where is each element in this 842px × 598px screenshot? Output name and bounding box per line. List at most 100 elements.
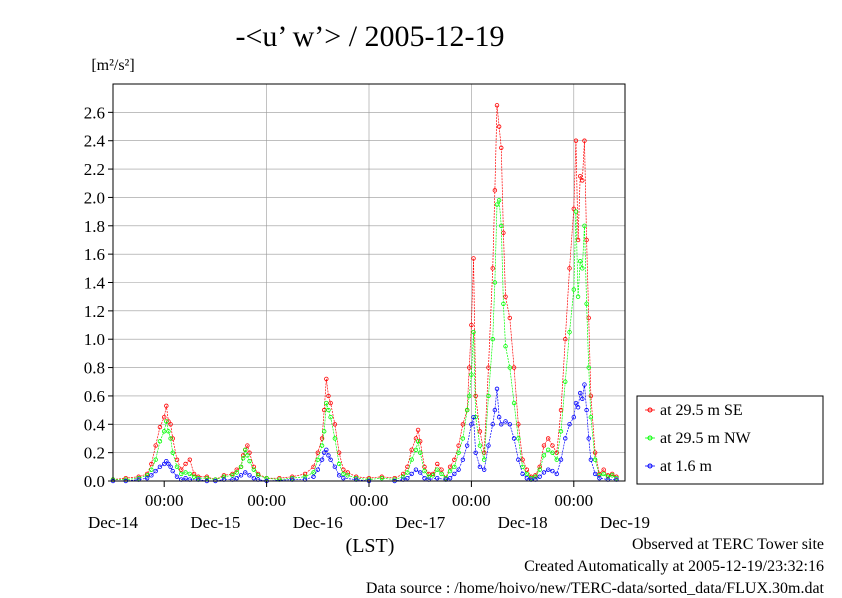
data-point: [409, 457, 414, 462]
footer-source: Data source : /home/hoivo/new/TERC-data/…: [365, 580, 824, 597]
data-point: [264, 475, 269, 481]
data-point: [533, 474, 538, 479]
legend-label: at 29.5 m SE: [660, 402, 743, 419]
data-point: [415, 427, 421, 433]
data-point: [418, 470, 423, 475]
data-point: [586, 436, 591, 441]
data-point: [174, 464, 180, 470]
data-point: [326, 393, 331, 399]
data-point: [319, 457, 325, 462]
data-point: [586, 365, 591, 370]
day-label: Dec-18: [498, 513, 548, 532]
data-point: [332, 436, 338, 441]
data-point: [379, 475, 384, 481]
data-point: [245, 453, 250, 458]
data-point: [245, 443, 250, 448]
x-tick-label: 00:00: [452, 491, 491, 510]
data-point: [490, 422, 495, 427]
data-point: [467, 393, 472, 399]
data-point: [575, 237, 581, 243]
data-point: [422, 468, 427, 474]
data-point: [336, 473, 342, 478]
y-tick-label: 0.6: [84, 387, 105, 406]
data-point: [302, 471, 308, 477]
data-point: [447, 468, 453, 474]
data-point: [174, 457, 180, 462]
data-point: [426, 474, 431, 479]
data-point: [490, 266, 495, 271]
day-label: Dec-19: [600, 513, 650, 532]
data-point: [588, 393, 594, 399]
series-line: [112, 105, 617, 480]
data-point: [501, 301, 506, 306]
data-point: [464, 443, 470, 448]
data-point: [563, 379, 568, 384]
x-axis-ticks: 00:00 00:00 00:00 00:00 00:00 Dec-14 Dec-15 Dec…: [88, 481, 650, 532]
legend-box: [636, 395, 824, 485]
data-point: [251, 464, 256, 470]
data-point: [499, 145, 504, 151]
data-point: [221, 473, 227, 478]
data-point: [405, 470, 410, 475]
chart-title: -<u’ w’> / 2005-12-19: [235, 20, 504, 53]
data-point: [430, 473, 436, 478]
data-point: [405, 464, 410, 470]
data-point: [238, 464, 244, 470]
data-point: [571, 287, 576, 292]
data-point: [460, 436, 466, 441]
data-point: [563, 337, 568, 342]
data-point: [471, 256, 476, 261]
data-point: [379, 474, 384, 479]
data-point: [332, 464, 338, 470]
data-point: [161, 414, 167, 420]
data-point: [477, 443, 483, 448]
data-point: [582, 382, 587, 387]
data-point: [477, 429, 483, 434]
data-point: [157, 439, 163, 444]
data-point: [196, 474, 201, 479]
data-point: [511, 400, 517, 406]
data-point: [234, 475, 239, 481]
data-point: [601, 471, 606, 477]
data-point: [507, 315, 512, 321]
data-point: [435, 461, 440, 467]
data-point: [520, 457, 525, 462]
data-point: [234, 470, 239, 475]
data-point: [328, 414, 333, 420]
data-point: [520, 471, 525, 477]
data-point: [464, 407, 470, 413]
data-point: [153, 443, 158, 448]
data-point: [486, 393, 491, 399]
data-point: [524, 467, 530, 472]
data-point: [153, 468, 158, 474]
data-point: [575, 405, 581, 410]
data-point: [592, 450, 598, 455]
data-point: [614, 475, 619, 481]
data-point: [418, 439, 423, 444]
data-point: [469, 372, 474, 377]
data-point: [191, 474, 197, 479]
data-point: [516, 436, 521, 441]
data-point: [499, 223, 504, 228]
data-point: [324, 400, 329, 406]
data-point: [341, 471, 346, 477]
data-point: [170, 468, 175, 474]
data-point: [567, 266, 572, 271]
legend-label: at 29.5 m NW: [660, 430, 752, 447]
data-point: [499, 422, 504, 427]
data-point: [578, 259, 583, 264]
data-point: [366, 475, 372, 481]
data-point: [554, 457, 559, 462]
data-point: [183, 470, 188, 475]
data-point: [516, 457, 521, 462]
data-point: [473, 393, 478, 399]
data-point: [443, 475, 448, 481]
data-point: [575, 294, 581, 299]
data-point: [558, 457, 564, 462]
data-point: [554, 471, 559, 477]
data-point: [400, 471, 406, 477]
data-point: [413, 436, 419, 441]
data-point: [326, 453, 331, 458]
data-point: [456, 467, 461, 472]
y-axis-label: [m²/s²]: [91, 57, 134, 74]
